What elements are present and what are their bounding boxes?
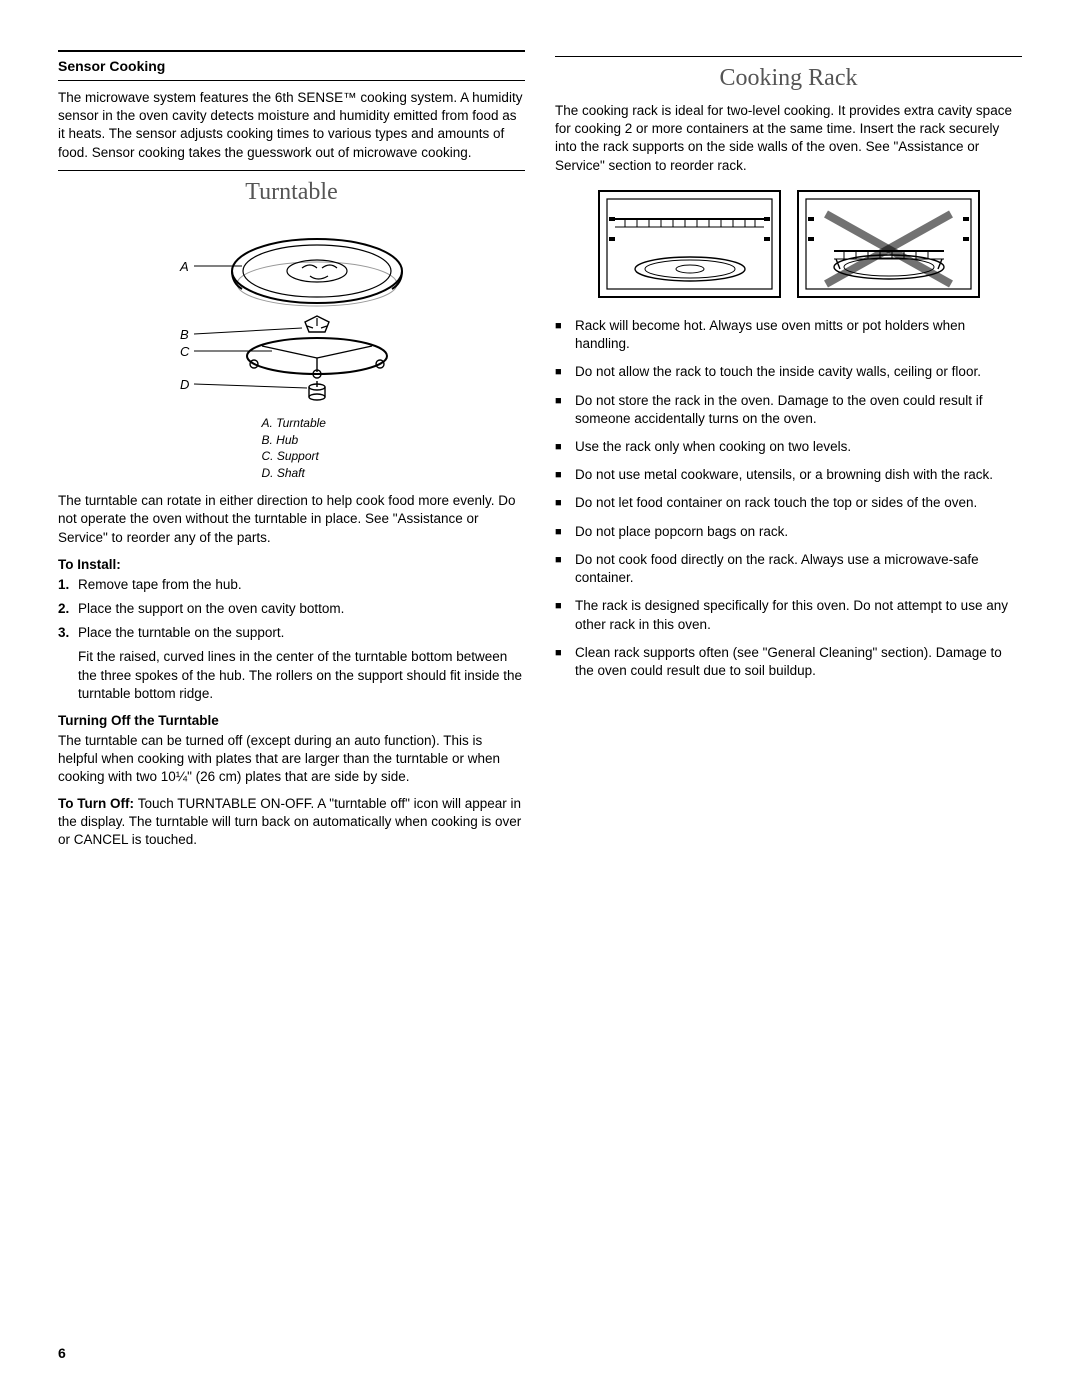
legend-d: D. Shaft (262, 465, 352, 482)
rule (58, 80, 525, 81)
list-item: ■Rack will become hot. Always use oven m… (555, 317, 1022, 353)
turntable-legend: A. Turntable B. Hub C. Support D. Shaft (232, 415, 352, 482)
rule (58, 170, 525, 171)
legend-c: C. Support (262, 448, 352, 465)
turntable-title: Turntable (58, 179, 525, 206)
list-item: ■Do not place popcorn bags on rack. (555, 523, 1022, 541)
svg-text:C: C (180, 344, 190, 359)
svg-text:B: B (180, 327, 189, 342)
legend-b: B. Hub (262, 432, 352, 449)
svg-text:D: D (180, 377, 189, 392)
to-install-heading: To Install: (58, 557, 525, 572)
sensor-cooking-body: The microwave system features the 6th SE… (58, 89, 525, 162)
right-column: Cooking Rack The cooking rack is ideal f… (555, 50, 1022, 857)
list-item: ■The rack is designed specifically for t… (555, 597, 1022, 633)
turntable-diagram: A B C D (58, 216, 525, 411)
turntable-body: The turntable can rotate in either direc… (58, 492, 525, 547)
cooking-rack-intro: The cooking rack is ideal for two-level … (555, 102, 1022, 175)
legend-a: A. Turntable (262, 415, 352, 432)
rule (555, 56, 1022, 57)
list-item: ■Do not allow the rack to touch the insi… (555, 363, 1022, 381)
rack-diagram-row (555, 189, 1022, 299)
to-turn-off-lead: To Turn Off: (58, 796, 138, 811)
turning-off-instructions: To Turn Off: Touch TURNTABLE ON-OFF. A "… (58, 795, 525, 850)
page-number: 6 (58, 1345, 66, 1361)
sensor-cooking-heading: Sensor Cooking (58, 58, 525, 74)
rule (58, 50, 525, 52)
list-item: 3.Place the turntable on the support. (58, 624, 525, 642)
install-list: 1.Remove tape from the hub. 2.Place the … (58, 576, 525, 643)
svg-text:A: A (179, 259, 189, 274)
turning-off-body: The turntable can be turned off (except … (58, 732, 525, 787)
cooking-rack-title: Cooking Rack (555, 65, 1022, 92)
list-item: ■Use the rack only when cooking on two l… (555, 438, 1022, 456)
turning-off-heading: Turning Off the Turntable (58, 713, 525, 728)
list-item: 2.Place the support on the oven cavity b… (58, 600, 525, 618)
page-columns: Sensor Cooking The microwave system feat… (58, 50, 1022, 857)
list-item: ■Clean rack supports often (see "General… (555, 644, 1022, 680)
rack-incorrect-diagram (796, 189, 981, 299)
rack-correct-diagram (597, 189, 782, 299)
install-fit-text: Fit the raised, curved lines in the cent… (58, 648, 525, 703)
rack-bullet-list: ■Rack will become hot. Always use oven m… (555, 317, 1022, 680)
list-item: ■Do not store the rack in the oven. Dama… (555, 392, 1022, 428)
list-item: ■Do not cook food directly on the rack. … (555, 551, 1022, 587)
list-item: ■Do not use metal cookware, utensils, or… (555, 466, 1022, 484)
left-column: Sensor Cooking The microwave system feat… (58, 50, 525, 857)
list-item: 1.Remove tape from the hub. (58, 576, 525, 594)
list-item: ■Do not let food container on rack touch… (555, 494, 1022, 512)
